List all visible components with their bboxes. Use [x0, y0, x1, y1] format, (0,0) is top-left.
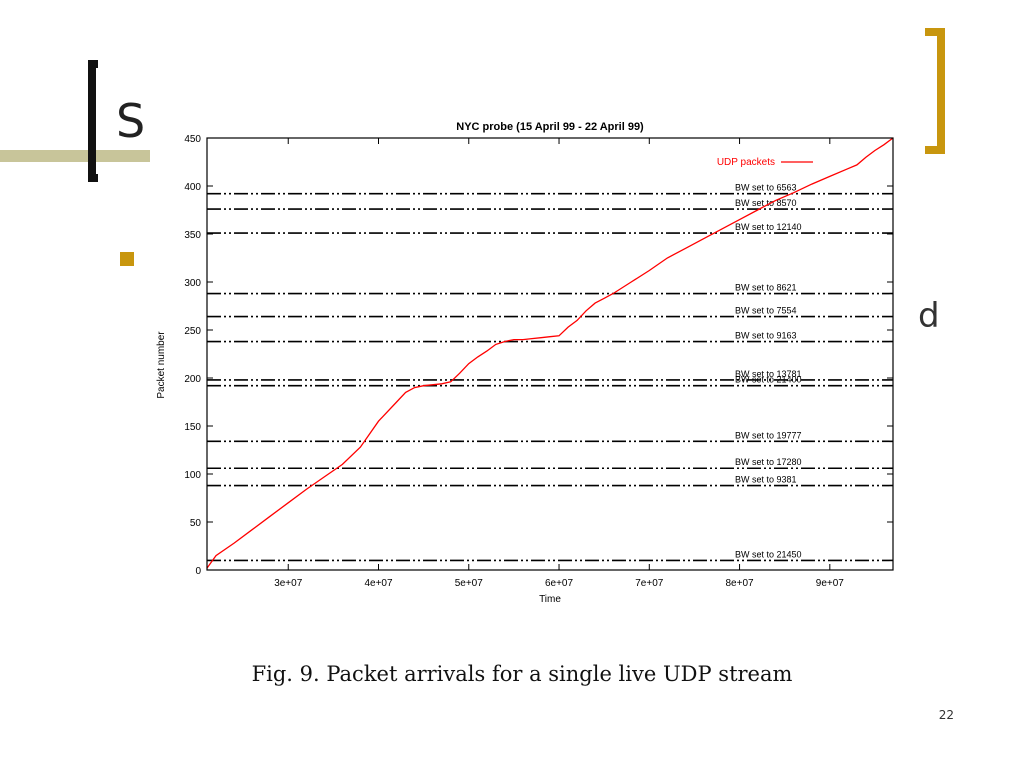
- bw-threshold-label: BW set to 21400: [735, 375, 802, 385]
- left-bracket-decoration: [88, 60, 98, 182]
- y-axis-label: Packet number: [156, 331, 167, 399]
- figure-caption: Fig. 9. Packet arrivals for a single liv…: [251, 662, 793, 686]
- chart-figure: NYC probe (15 April 99 - 22 April 99) Ti…: [150, 110, 910, 615]
- x-tick-label: 6e+07: [545, 578, 574, 589]
- page-number: 22: [938, 708, 954, 722]
- bw-threshold-label: BW set to 9163: [735, 331, 797, 341]
- slide-title-fragment: S: [116, 94, 146, 148]
- x-tick-label: 9e+07: [816, 578, 845, 589]
- y-tick-label: 400: [184, 182, 201, 193]
- bw-threshold-label: BW set to 8570: [735, 198, 797, 208]
- y-tick-label: 150: [184, 422, 201, 433]
- bw-threshold-label: BW set to 17280: [735, 457, 802, 467]
- series-line-udp-packets: [206, 137, 894, 569]
- x-tick-label: 3e+07: [274, 578, 303, 589]
- bw-threshold-label: BW set to 21450: [735, 549, 802, 559]
- bw-threshold-label: BW set to 7554: [735, 306, 797, 316]
- bullet-text-fragment: d: [918, 296, 940, 336]
- packet-arrivals-chart: NYC probe (15 April 99 - 22 April 99) Ti…: [156, 121, 894, 605]
- bw-threshold-label: BW set to 19777: [735, 430, 802, 440]
- y-tick-label: 450: [184, 134, 201, 145]
- x-tick-label: 8e+07: [726, 578, 755, 589]
- legend-label: UDP packets: [717, 157, 775, 168]
- x-tick-label: 5e+07: [455, 578, 484, 589]
- x-tick-label: 4e+07: [364, 578, 393, 589]
- chart-title: NYC probe (15 April 99 - 22 April 99): [456, 121, 644, 133]
- y-tick-label: 200: [184, 374, 201, 385]
- y-tick-label: 0: [195, 566, 201, 577]
- y-tick-label: 250: [184, 326, 201, 337]
- right-bracket-decoration: [925, 28, 945, 154]
- y-tick-label: 350: [184, 230, 201, 241]
- bw-threshold-label: BW set to 9381: [735, 475, 797, 485]
- plot-frame: [206, 137, 894, 571]
- bw-threshold-label: BW set to 8621: [735, 283, 797, 293]
- bw-threshold-label: BW set to 12140: [735, 222, 802, 232]
- x-tick-label: 7e+07: [635, 578, 664, 589]
- y-tick-label: 50: [190, 518, 202, 529]
- bw-threshold-label: BW set to 6563: [735, 183, 797, 193]
- bw-threshold-label: BW set to 13781: [735, 369, 802, 379]
- y-tick-label: 300: [184, 278, 201, 289]
- y-tick-label: 100: [184, 470, 201, 481]
- x-axis-label: Time: [539, 594, 561, 605]
- bullet-square-icon: [120, 252, 134, 266]
